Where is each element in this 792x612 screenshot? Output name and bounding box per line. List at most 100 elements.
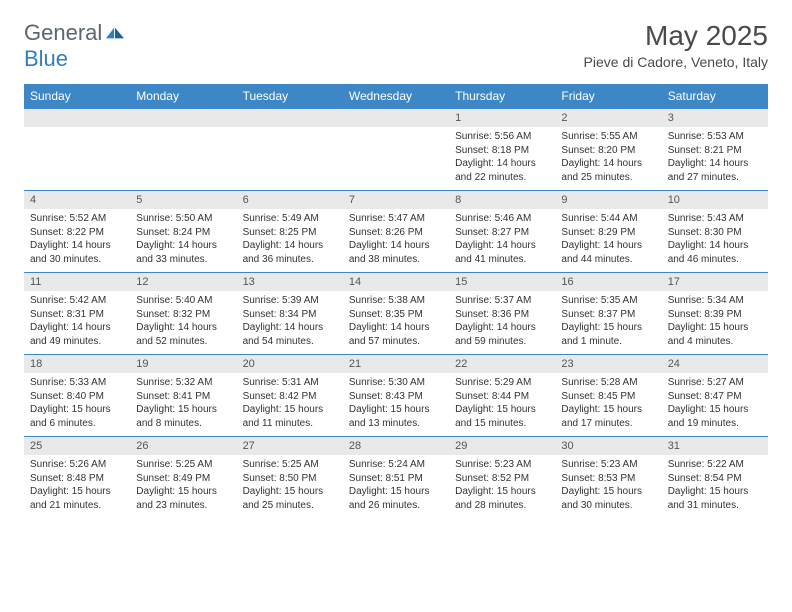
- day-number-cell: 5: [130, 191, 236, 210]
- daylight-text: Daylight: 15 hours and 13 minutes.: [349, 403, 443, 430]
- sunrise-text: Sunrise: 5:40 AM: [136, 294, 230, 308]
- sunset-text: Sunset: 8:41 PM: [136, 390, 230, 404]
- daylight-text: Daylight: 14 hours and 52 minutes.: [136, 321, 230, 348]
- day-detail-cell: Sunrise: 5:56 AMSunset: 8:18 PMDaylight:…: [449, 127, 555, 191]
- day-detail-cell: Sunrise: 5:43 AMSunset: 8:30 PMDaylight:…: [662, 209, 768, 273]
- day-detail-cell: Sunrise: 5:39 AMSunset: 8:34 PMDaylight:…: [237, 291, 343, 355]
- day-number-cell: 15: [449, 273, 555, 292]
- day-detail-cell: Sunrise: 5:24 AMSunset: 8:51 PMDaylight:…: [343, 455, 449, 518]
- week-detail-row: Sunrise: 5:26 AMSunset: 8:48 PMDaylight:…: [24, 455, 768, 518]
- day-number-cell: 28: [343, 437, 449, 456]
- day-detail-cell: Sunrise: 5:29 AMSunset: 8:44 PMDaylight:…: [449, 373, 555, 437]
- daylight-text: Daylight: 14 hours and 44 minutes.: [561, 239, 655, 266]
- sunrise-text: Sunrise: 5:29 AM: [455, 376, 549, 390]
- week-daynum-row: 25262728293031: [24, 437, 768, 456]
- sunset-text: Sunset: 8:27 PM: [455, 226, 549, 240]
- day-number-cell: 9: [555, 191, 661, 210]
- sunset-text: Sunset: 8:42 PM: [243, 390, 337, 404]
- sunset-text: Sunset: 8:24 PM: [136, 226, 230, 240]
- sunset-text: Sunset: 8:30 PM: [668, 226, 762, 240]
- sunset-text: Sunset: 8:45 PM: [561, 390, 655, 404]
- daylight-text: Daylight: 15 hours and 17 minutes.: [561, 403, 655, 430]
- daylight-text: Daylight: 14 hours and 49 minutes.: [30, 321, 124, 348]
- day-number-cell: 8: [449, 191, 555, 210]
- sunrise-text: Sunrise: 5:32 AM: [136, 376, 230, 390]
- day-number-cell: 21: [343, 355, 449, 374]
- daylight-text: Daylight: 15 hours and 26 minutes.: [349, 485, 443, 512]
- calendar-table: Sunday Monday Tuesday Wednesday Thursday…: [24, 84, 768, 518]
- sunrise-text: Sunrise: 5:53 AM: [668, 130, 762, 144]
- daylight-text: Daylight: 14 hours and 30 minutes.: [30, 239, 124, 266]
- daylight-text: Daylight: 15 hours and 21 minutes.: [30, 485, 124, 512]
- week-daynum-row: 45678910: [24, 191, 768, 210]
- sunrise-text: Sunrise: 5:49 AM: [243, 212, 337, 226]
- sunset-text: Sunset: 8:31 PM: [30, 308, 124, 322]
- day-number-cell: 31: [662, 437, 768, 456]
- sunrise-text: Sunrise: 5:46 AM: [455, 212, 549, 226]
- week-daynum-row: 11121314151617: [24, 273, 768, 292]
- sunset-text: Sunset: 8:29 PM: [561, 226, 655, 240]
- sunset-text: Sunset: 8:51 PM: [349, 472, 443, 486]
- daylight-text: Daylight: 15 hours and 4 minutes.: [668, 321, 762, 348]
- daylight-text: Daylight: 15 hours and 25 minutes.: [243, 485, 337, 512]
- week-daynum-row: 123: [24, 109, 768, 128]
- daylight-text: Daylight: 15 hours and 8 minutes.: [136, 403, 230, 430]
- sunrise-text: Sunrise: 5:55 AM: [561, 130, 655, 144]
- day-number-cell: 24: [662, 355, 768, 374]
- day-detail-cell: Sunrise: 5:42 AMSunset: 8:31 PMDaylight:…: [24, 291, 130, 355]
- sunset-text: Sunset: 8:50 PM: [243, 472, 337, 486]
- day-header-row: Sunday Monday Tuesday Wednesday Thursday…: [24, 84, 768, 109]
- day-header-mon: Monday: [130, 84, 236, 109]
- sunrise-text: Sunrise: 5:56 AM: [455, 130, 549, 144]
- day-number-cell: 25: [24, 437, 130, 456]
- daylight-text: Daylight: 14 hours and 59 minutes.: [455, 321, 549, 348]
- day-detail-cell: Sunrise: 5:27 AMSunset: 8:47 PMDaylight:…: [662, 373, 768, 437]
- day-number-cell: 26: [130, 437, 236, 456]
- day-detail-cell: Sunrise: 5:32 AMSunset: 8:41 PMDaylight:…: [130, 373, 236, 437]
- day-detail-cell: Sunrise: 5:35 AMSunset: 8:37 PMDaylight:…: [555, 291, 661, 355]
- day-detail-cell: Sunrise: 5:37 AMSunset: 8:36 PMDaylight:…: [449, 291, 555, 355]
- sunrise-text: Sunrise: 5:26 AM: [30, 458, 124, 472]
- day-header-tue: Tuesday: [237, 84, 343, 109]
- day-detail-cell: Sunrise: 5:38 AMSunset: 8:35 PMDaylight:…: [343, 291, 449, 355]
- sunset-text: Sunset: 8:47 PM: [668, 390, 762, 404]
- day-detail-cell: Sunrise: 5:25 AMSunset: 8:49 PMDaylight:…: [130, 455, 236, 518]
- sunset-text: Sunset: 8:35 PM: [349, 308, 443, 322]
- daylight-text: Daylight: 15 hours and 31 minutes.: [668, 485, 762, 512]
- sunrise-text: Sunrise: 5:37 AM: [455, 294, 549, 308]
- week-detail-row: Sunrise: 5:52 AMSunset: 8:22 PMDaylight:…: [24, 209, 768, 273]
- day-number-cell: 29: [449, 437, 555, 456]
- sunrise-text: Sunrise: 5:47 AM: [349, 212, 443, 226]
- day-detail-cell: Sunrise: 5:47 AMSunset: 8:26 PMDaylight:…: [343, 209, 449, 273]
- daylight-text: Daylight: 14 hours and 33 minutes.: [136, 239, 230, 266]
- day-detail-cell: [130, 127, 236, 191]
- sunrise-text: Sunrise: 5:25 AM: [136, 458, 230, 472]
- sunrise-text: Sunrise: 5:31 AM: [243, 376, 337, 390]
- sunset-text: Sunset: 8:18 PM: [455, 144, 549, 158]
- sunrise-text: Sunrise: 5:38 AM: [349, 294, 443, 308]
- sunrise-text: Sunrise: 5:30 AM: [349, 376, 443, 390]
- sunrise-text: Sunrise: 5:28 AM: [561, 376, 655, 390]
- day-number-cell: 3: [662, 109, 768, 128]
- sunrise-text: Sunrise: 5:23 AM: [455, 458, 549, 472]
- calendar-body: 123 Sunrise: 5:56 AMSunset: 8:18 PMDayli…: [24, 109, 768, 519]
- day-number-cell: 13: [237, 273, 343, 292]
- sunset-text: Sunset: 8:22 PM: [30, 226, 124, 240]
- sunrise-text: Sunrise: 5:22 AM: [668, 458, 762, 472]
- sunset-text: Sunset: 8:52 PM: [455, 472, 549, 486]
- sunrise-text: Sunrise: 5:24 AM: [349, 458, 443, 472]
- sunset-text: Sunset: 8:43 PM: [349, 390, 443, 404]
- sunrise-text: Sunrise: 5:34 AM: [668, 294, 762, 308]
- sunset-text: Sunset: 8:32 PM: [136, 308, 230, 322]
- day-detail-cell: Sunrise: 5:30 AMSunset: 8:43 PMDaylight:…: [343, 373, 449, 437]
- day-number-cell: 16: [555, 273, 661, 292]
- daylight-text: Daylight: 15 hours and 6 minutes.: [30, 403, 124, 430]
- day-header-sat: Saturday: [662, 84, 768, 109]
- daylight-text: Daylight: 15 hours and 23 minutes.: [136, 485, 230, 512]
- day-detail-cell: Sunrise: 5:34 AMSunset: 8:39 PMDaylight:…: [662, 291, 768, 355]
- day-detail-cell: [343, 127, 449, 191]
- day-detail-cell: Sunrise: 5:23 AMSunset: 8:52 PMDaylight:…: [449, 455, 555, 518]
- day-detail-cell: Sunrise: 5:25 AMSunset: 8:50 PMDaylight:…: [237, 455, 343, 518]
- day-number-cell: 23: [555, 355, 661, 374]
- daylight-text: Daylight: 15 hours and 11 minutes.: [243, 403, 337, 430]
